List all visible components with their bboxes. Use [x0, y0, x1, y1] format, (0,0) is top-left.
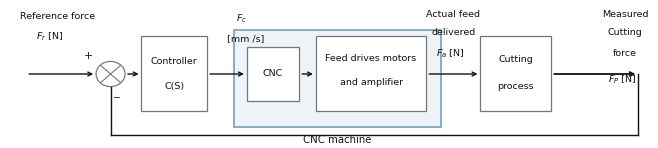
Text: process: process — [497, 82, 534, 91]
Text: $F_a$ [N]: $F_a$ [N] — [436, 47, 465, 59]
Bar — [141, 36, 207, 111]
Text: Cutting: Cutting — [608, 28, 642, 37]
Text: $F_P$ [N]: $F_P$ [N] — [607, 74, 636, 86]
Text: C(S): C(S) — [164, 82, 184, 91]
Text: Measured: Measured — [602, 10, 648, 19]
Bar — [247, 47, 299, 101]
Bar — [234, 30, 441, 127]
Text: force: force — [613, 49, 637, 58]
Text: $F_r$ [N]: $F_r$ [N] — [36, 31, 63, 43]
Text: Reference force: Reference force — [20, 12, 95, 21]
Text: CNC machine: CNC machine — [303, 135, 371, 145]
Bar — [316, 36, 426, 111]
Text: −: − — [113, 92, 121, 101]
Text: CNC: CNC — [263, 70, 283, 78]
Text: delivered: delivered — [431, 28, 476, 37]
Text: Feed drives motors: Feed drives motors — [326, 54, 417, 63]
Text: Cutting: Cutting — [499, 56, 533, 64]
Text: +: + — [84, 51, 93, 61]
Text: [mm /s]: [mm /s] — [227, 34, 264, 43]
Text: Actual feed: Actual feed — [426, 10, 480, 19]
Text: $F_c$: $F_c$ — [236, 13, 247, 25]
Bar — [480, 36, 551, 111]
Ellipse shape — [96, 61, 125, 87]
Text: and amplifier: and amplifier — [340, 78, 403, 87]
Text: Controller: Controller — [151, 57, 198, 66]
